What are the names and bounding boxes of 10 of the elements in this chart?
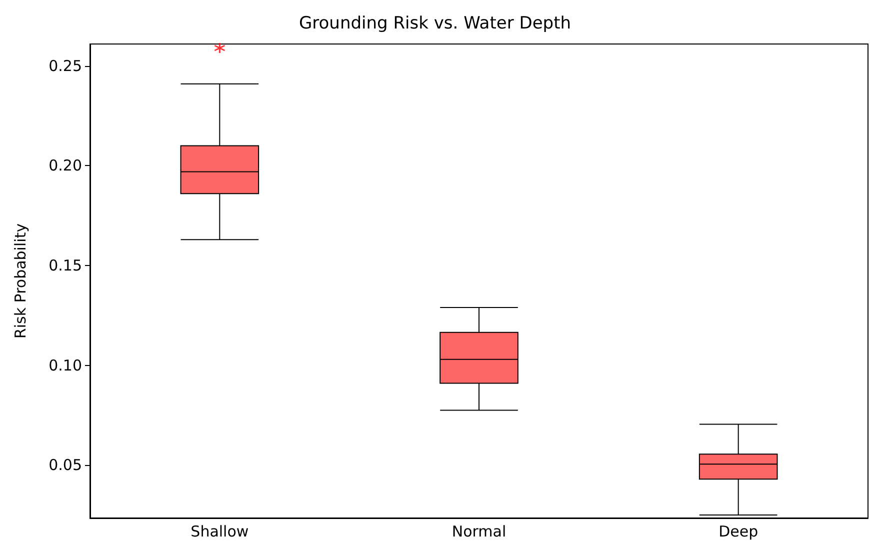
chart-title: Grounding Risk vs. Water Depth [298,14,572,34]
x-tick-label: Shallow [190,522,249,540]
y-tick-label: 0.15 [48,256,82,275]
y-tick-label: 0.25 [48,56,82,75]
y-tick-label: 0.05 [48,456,82,474]
y-tick-label: 0.10 [48,356,82,374]
x-tick-label: Deep [718,522,758,540]
y-axis-title: Risk Probability [12,223,30,339]
y-tick-label: 0.20 [48,156,82,175]
x-tick-label: Normal [452,522,506,540]
